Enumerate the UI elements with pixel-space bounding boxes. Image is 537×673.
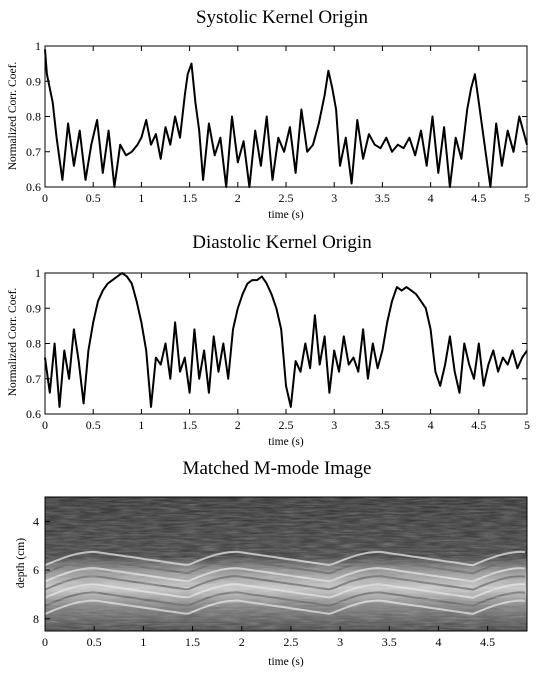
y-tick-label: 0.8 xyxy=(26,337,41,351)
plot-frame xyxy=(44,496,528,632)
y-tick-label: 1 xyxy=(35,39,41,53)
systolic-panel: Systolic Kernel Origin 0 0.5 1 1.5 2 2.5 3 3.5 4… xyxy=(7,7,530,221)
chart-title: Diastolic Kernel Origin xyxy=(192,232,372,253)
x-tick-label: 2.5 xyxy=(279,191,294,205)
series-line xyxy=(44,49,528,188)
x-axis-label: time (s) xyxy=(268,209,304,221)
plot-area xyxy=(44,45,528,188)
y-tick-label: 0.8 xyxy=(26,110,41,124)
x-tick-label: 5 xyxy=(524,191,530,205)
x-tick-label: 1 xyxy=(138,418,144,432)
chart-title: Matched M-mode Image xyxy=(183,458,372,479)
chart-title: Systolic Kernel Origin xyxy=(196,7,369,28)
x-tick-label: 3 xyxy=(331,418,337,432)
x-axis-label: time (s) xyxy=(268,436,304,448)
x-tick-label: 2 xyxy=(235,418,241,432)
x-tick-label: 2 xyxy=(239,635,245,649)
x-tick-label: 3 xyxy=(337,635,343,649)
series-line xyxy=(44,272,528,408)
x-tick-label: 2 xyxy=(235,191,241,205)
y-tick-label: 0.9 xyxy=(26,74,41,88)
tick-labels: 0 0.5 1 1.5 2 2.5 3 3.5 4 4.5 5 0.6 0.7 0.8 0.9 1 xyxy=(26,266,530,432)
x-tick-label: 2.5 xyxy=(279,418,294,432)
y-tick-label: 0.6 xyxy=(26,180,41,194)
y-tick-label: 0.6 xyxy=(26,407,41,421)
x-tick-label: 3.5 xyxy=(382,635,397,649)
y-tick-label: 1 xyxy=(35,266,41,280)
x-tick-label: 1.5 xyxy=(185,635,200,649)
y-axis-label: depth (cm) xyxy=(15,538,27,588)
x-tick-label: 4 xyxy=(435,635,441,649)
x-tick-label: 1.5 xyxy=(182,191,197,205)
x-tick-label: 0.5 xyxy=(86,418,101,432)
x-tick-label: 4.5 xyxy=(471,191,486,205)
y-tick-label: 8 xyxy=(33,612,39,626)
x-tick-label: 4 xyxy=(428,191,434,205)
x-tick-label: 1 xyxy=(140,635,146,649)
x-axis-label: time (s) xyxy=(268,656,304,668)
y-tick-label: 0.7 xyxy=(26,145,41,159)
x-tick-label: 1.5 xyxy=(182,418,197,432)
tick-labels: 0 0.5 1 1.5 2 2.5 3 3.5 4 4.5 4 6 8 xyxy=(33,514,495,649)
y-axis-label: Normalized Corr. Coef. xyxy=(7,288,19,397)
x-tick-label: 0.5 xyxy=(87,635,102,649)
x-tick-label: 4 xyxy=(428,418,434,432)
plot-area xyxy=(44,272,528,415)
x-tick-label: 0 xyxy=(42,635,48,649)
y-axis-label: Normalized Corr. Coef. xyxy=(7,62,19,171)
x-tick-label: 5 xyxy=(524,418,530,432)
x-tick-label: 3.5 xyxy=(375,418,390,432)
x-tick-label: 0 xyxy=(42,418,48,432)
mmode-panel: Matched M-mode Image 0 0.5 1 1.5 2 2.5 3 3.5 4 4.… xyxy=(15,458,528,668)
x-tick-label: 3 xyxy=(331,191,337,205)
x-tick-label: 3.5 xyxy=(375,191,390,205)
y-tick-label: 6 xyxy=(33,563,39,577)
x-tick-label: 0 xyxy=(42,191,48,205)
y-tick-label: 0.9 xyxy=(26,301,41,315)
heatmap-image xyxy=(45,497,527,631)
x-tick-label: 1 xyxy=(138,191,144,205)
y-tick-label: 4 xyxy=(33,514,39,528)
speckle-texture xyxy=(45,497,527,631)
x-tick-label: 0.5 xyxy=(86,191,101,205)
x-tick-label: 4.5 xyxy=(471,418,486,432)
diastolic-panel: Diastolic Kernel Origin 0 0.5 1 1.5 2 2.5 3 3.5… xyxy=(7,232,530,448)
y-tick-label: 0.7 xyxy=(26,372,41,386)
plot-frame xyxy=(44,272,528,415)
x-tick-label: 4.5 xyxy=(480,635,495,649)
tick-labels: 0 0.5 1 1.5 2 2.5 3 3.5 4 4.5 5 0.6 0.7 0.8 0.9 1 xyxy=(26,39,530,205)
x-tick-label: 2.5 xyxy=(283,635,298,649)
